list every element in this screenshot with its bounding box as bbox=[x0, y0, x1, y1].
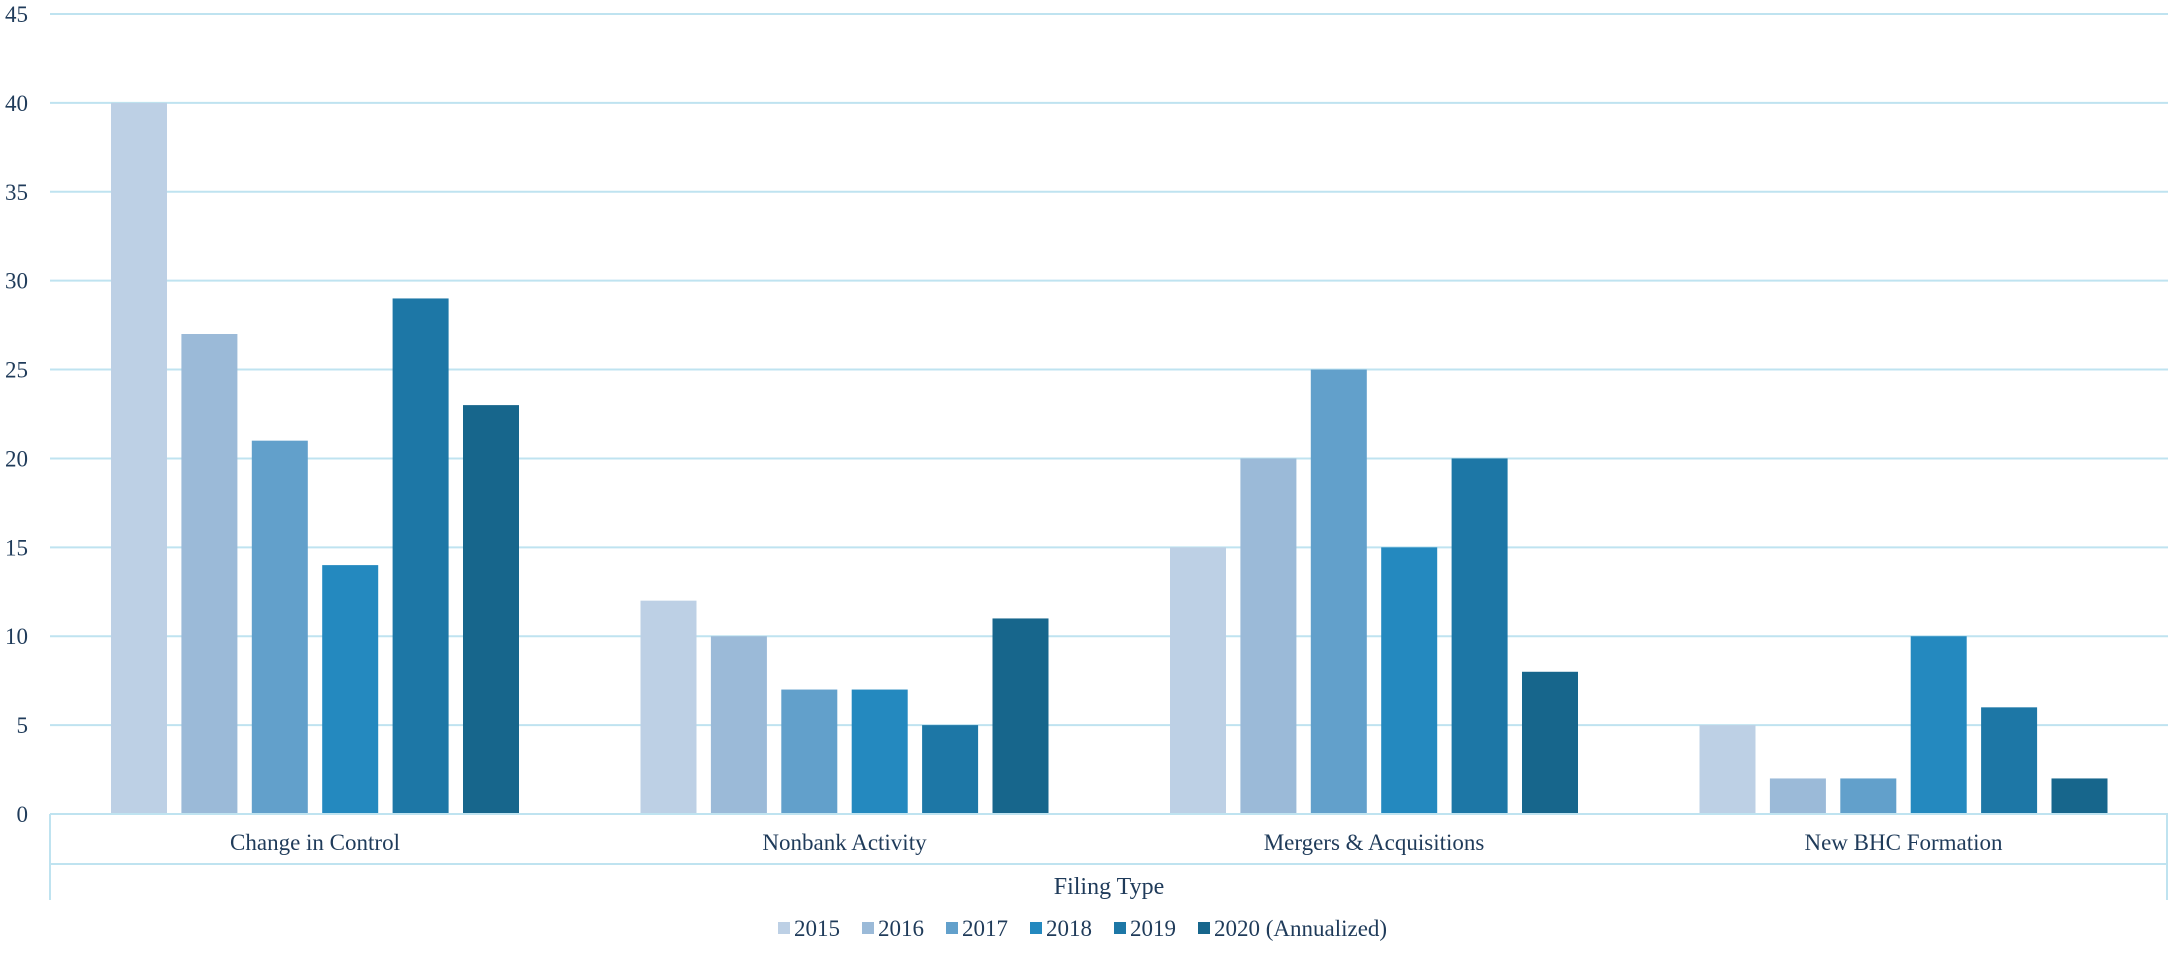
x-tick-label: Nonbank Activity bbox=[762, 830, 927, 855]
bar bbox=[922, 725, 979, 814]
y-tick-label: 0 bbox=[17, 802, 29, 827]
bar bbox=[640, 600, 697, 814]
legend-entry: 2018 bbox=[1046, 916, 1092, 941]
legend-swatch bbox=[778, 922, 790, 934]
bar bbox=[1240, 458, 1297, 814]
bar bbox=[781, 689, 838, 814]
bar bbox=[710, 636, 767, 814]
legend-swatch bbox=[862, 922, 874, 934]
legend-swatch bbox=[1114, 922, 1126, 934]
bars bbox=[111, 102, 2108, 814]
legend-entry: 2020 (Annualized) bbox=[1214, 916, 1387, 941]
bar bbox=[181, 334, 238, 814]
legend-entry: 2015 bbox=[794, 916, 840, 941]
bar bbox=[111, 102, 167, 814]
bar bbox=[1840, 778, 1897, 814]
bar bbox=[322, 565, 379, 814]
y-axis-ticks: 0 5 10 15 20 25 30 35 40 45 bbox=[5, 2, 28, 827]
bar bbox=[1981, 707, 2038, 814]
bar bbox=[251, 440, 308, 814]
y-tick-label: 40 bbox=[5, 91, 28, 116]
legend-swatch bbox=[946, 922, 958, 934]
bar bbox=[463, 405, 519, 814]
bar bbox=[2051, 778, 2108, 814]
x-axis-title: Filing Type bbox=[1054, 874, 1165, 900]
legend: 2015 2016 2017 2018 2019 2020 (Annualized) bbox=[778, 916, 1387, 941]
legend-entry: 2019 bbox=[1130, 916, 1176, 941]
bar bbox=[1522, 671, 1578, 814]
legend-entry: 2016 bbox=[878, 916, 924, 941]
x-axis-category-labels: Change in Control Nonbank Activity Mergers… bbox=[230, 830, 2003, 855]
bar bbox=[851, 689, 908, 814]
bar bbox=[992, 618, 1049, 814]
bar bbox=[392, 298, 449, 814]
y-tick-label: 15 bbox=[5, 535, 28, 560]
legend-swatch bbox=[1030, 922, 1042, 934]
x-tick-label: Change in Control bbox=[230, 830, 400, 855]
x-axis bbox=[49, 813, 2168, 900]
legend-swatch bbox=[1198, 922, 1210, 934]
legend-entry: 2017 bbox=[962, 916, 1008, 941]
y-tick-label: 10 bbox=[5, 624, 28, 649]
y-tick-label: 45 bbox=[5, 2, 28, 27]
y-tick-label: 35 bbox=[5, 180, 28, 205]
y-tick-label: 5 bbox=[17, 713, 29, 738]
bar bbox=[1699, 725, 1756, 814]
y-tick-label: 30 bbox=[5, 269, 28, 294]
x-tick-label: Mergers & Acquisitions bbox=[1264, 830, 1485, 855]
bar bbox=[1170, 547, 1226, 814]
bar bbox=[1381, 547, 1438, 814]
bar bbox=[1451, 458, 1508, 814]
y-tick-label: 25 bbox=[5, 358, 28, 383]
x-tick-label: New BHC Formation bbox=[1804, 830, 2003, 855]
bar bbox=[1310, 369, 1367, 814]
bar bbox=[1910, 636, 1967, 814]
y-tick-label: 20 bbox=[5, 446, 28, 471]
bar bbox=[1769, 778, 1826, 814]
